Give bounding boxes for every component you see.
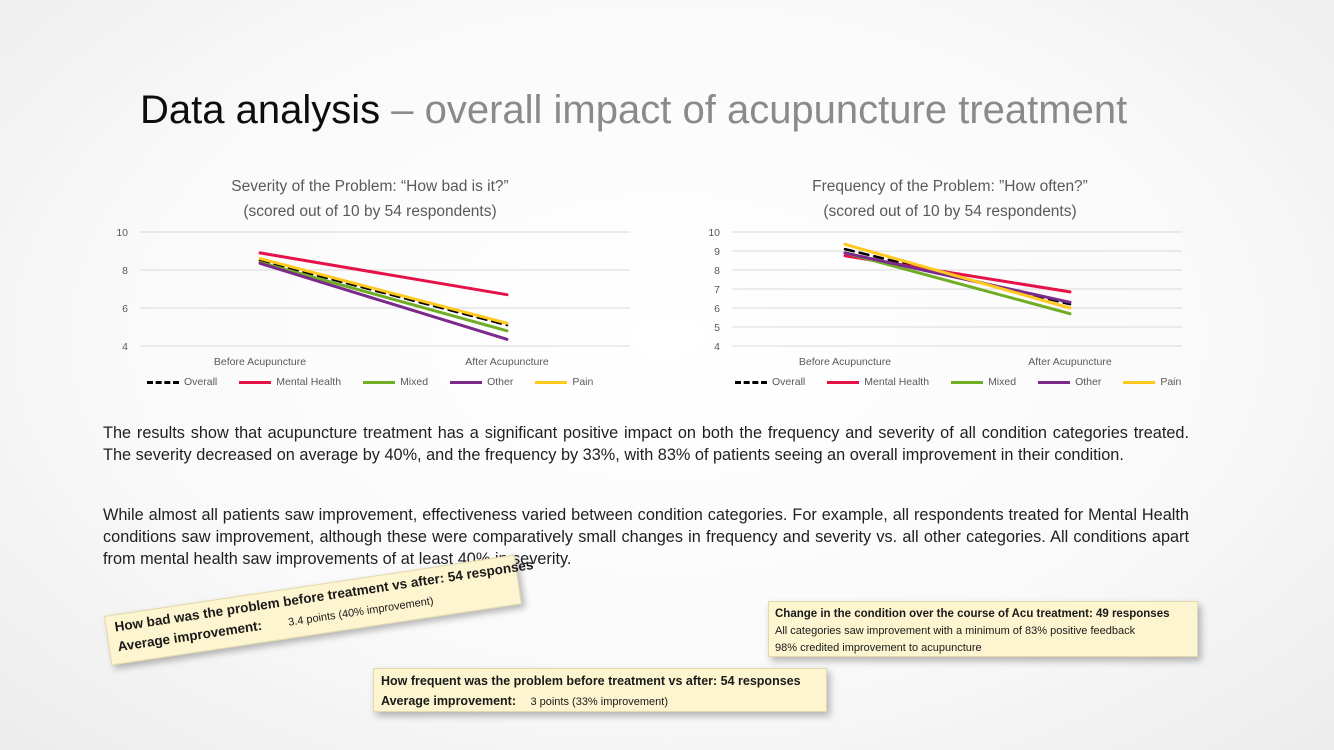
frequency-ytick-label: 9: [714, 246, 720, 258]
frequency-legend-item-mental-health: Mental Health: [827, 376, 929, 388]
severity-legend-swatch-pain: [535, 380, 568, 384]
severity-chart-title-line2: (scored out of 10 by 54 respondents): [243, 203, 497, 220]
severity-legend-item-overall: Overall: [147, 376, 217, 388]
frequency-legend-label-mental-health: Mental Health: [864, 376, 930, 388]
slide-title: Data analysis – overall impact of acupun…: [140, 86, 1127, 134]
frequency-chart-plot: 4 5 6 7 8 9 10 Before Acupuncture After Acupunct…: [708, 227, 1182, 368]
severity-series-mental-health: [258, 251, 509, 297]
severity-series-pain: [258, 257, 509, 325]
frequency-category-label: Before Acupuncture: [799, 356, 891, 368]
severity-legend-label-other: Other: [487, 376, 514, 388]
severity-legend-swatch-other: [450, 380, 483, 384]
severity-legend-label-pain: Pain: [572, 376, 594, 388]
effectiveness-paragraph: While almost all patients saw improvemen…: [103, 506, 1189, 568]
frequency-series-overall: [843, 247, 1072, 306]
frequency-chart-title-line2: (scored out of 10 by 54 respondents): [823, 203, 1077, 220]
severity-ytick-label: 8: [122, 265, 128, 277]
frequency-chart: Frequency of the Problem: ”How often?” (…: [700, 172, 1200, 397]
severity-legend-swatch-overall: [147, 380, 179, 384]
severity-legend-label-mixed: Mixed: [400, 376, 429, 388]
frequency-legend-item-pain: Pain: [1123, 376, 1181, 388]
severity-legend-item-pain: Pain: [535, 376, 593, 388]
severity-legend-label-overall: Overall: [184, 376, 218, 388]
slide-title-rest: – overall impact of acupuncture treatmen…: [380, 88, 1128, 132]
severity-legend-swatch-mixed: [363, 380, 396, 384]
change-note-line2: 98% credited improvement to acupuncture: [775, 642, 982, 654]
frequency-legend-swatch-pain: [1123, 380, 1156, 384]
change-note-line1: All categories saw improvement with a mi…: [775, 625, 1136, 637]
frequency-legend-swatch-other: [1038, 380, 1071, 384]
frequency-legend-swatch-overall: [735, 380, 767, 384]
severity-legend-item-mixed: Mixed: [363, 376, 428, 388]
frequency-legend-item-other: Other: [1038, 376, 1101, 388]
severity-ytick-label: 4: [122, 341, 128, 353]
frequency-legend-label-overall: Overall: [772, 376, 806, 388]
frequency-legend-swatch-mixed: [951, 380, 984, 384]
frequency-ytick-label: 5: [714, 322, 720, 334]
severity-series-other: [258, 261, 509, 341]
frequency-ytick-label: 8: [714, 265, 720, 277]
severity-ytick-label: 6: [122, 303, 128, 315]
severity-series-mixed: [258, 260, 509, 333]
frequency-note: How frequent was the problem before trea…: [373, 668, 827, 712]
change-note-heading: Change in the condition over the course …: [775, 608, 1170, 620]
frequency-note-value: 3 points (33% improvement): [530, 696, 669, 708]
frequency-ytick-label: 10: [708, 227, 720, 239]
frequency-legend-item-overall: Overall: [735, 376, 805, 388]
frequency-chart-legend: Overall Mental Health Mixed Other Pain: [735, 376, 1203, 388]
frequency-ytick-label: 4: [714, 341, 720, 353]
severity-category-label: After Acupuncture: [465, 356, 549, 368]
results-paragraph: The results show that acupuncture treatm…: [103, 424, 1189, 464]
severity-category-label: Before Acupuncture: [214, 356, 306, 368]
severity-chart-title-line1: Severity of the Problem: “How bad is it?…: [231, 178, 509, 195]
severity-ytick-label: 10: [116, 227, 128, 239]
severity-legend-item-mental-health: Mental Health: [239, 376, 341, 388]
severity-chart-legend: Overall Mental Health Mixed Other Pain: [147, 376, 615, 388]
frequency-chart-title-line1: Frequency of the Problem: ”How often?”: [812, 178, 1088, 195]
severity-series-overall: [258, 259, 509, 327]
frequency-series-pain: [843, 242, 1072, 310]
severity-note: How bad was the problem before treatment…: [104, 554, 534, 666]
severity-legend-label-mental-health: Mental Health: [276, 376, 342, 388]
frequency-category-label: After Acupuncture: [1028, 356, 1112, 368]
slide-title-main: Data analysis: [140, 88, 381, 132]
frequency-legend-label-pain: Pain: [1160, 376, 1182, 388]
frequency-legend-label-other: Other: [1075, 376, 1102, 388]
severity-chart-plot: 4 6 8 10 Before Acupuncture After Acupuncture: [116, 227, 630, 368]
frequency-note-label: Average improvement:: [381, 694, 516, 708]
frequency-legend-item-mixed: Mixed: [951, 376, 1016, 388]
frequency-ytick-label: 6: [714, 303, 720, 315]
severity-legend-item-other: Other: [450, 376, 513, 388]
frequency-note-heading: How frequent was the problem before trea…: [381, 674, 801, 688]
frequency-ytick-label: 7: [714, 284, 720, 296]
frequency-legend-label-mixed: Mixed: [988, 376, 1017, 388]
severity-chart: Severity of the Problem: “How bad is it?…: [100, 172, 640, 397]
frequency-legend-swatch-mental-health: [827, 380, 860, 384]
severity-legend-swatch-mental-health: [239, 380, 272, 384]
frequency-series-mixed: [843, 251, 1072, 316]
change-note: Change in the condition over the course …: [768, 601, 1198, 657]
